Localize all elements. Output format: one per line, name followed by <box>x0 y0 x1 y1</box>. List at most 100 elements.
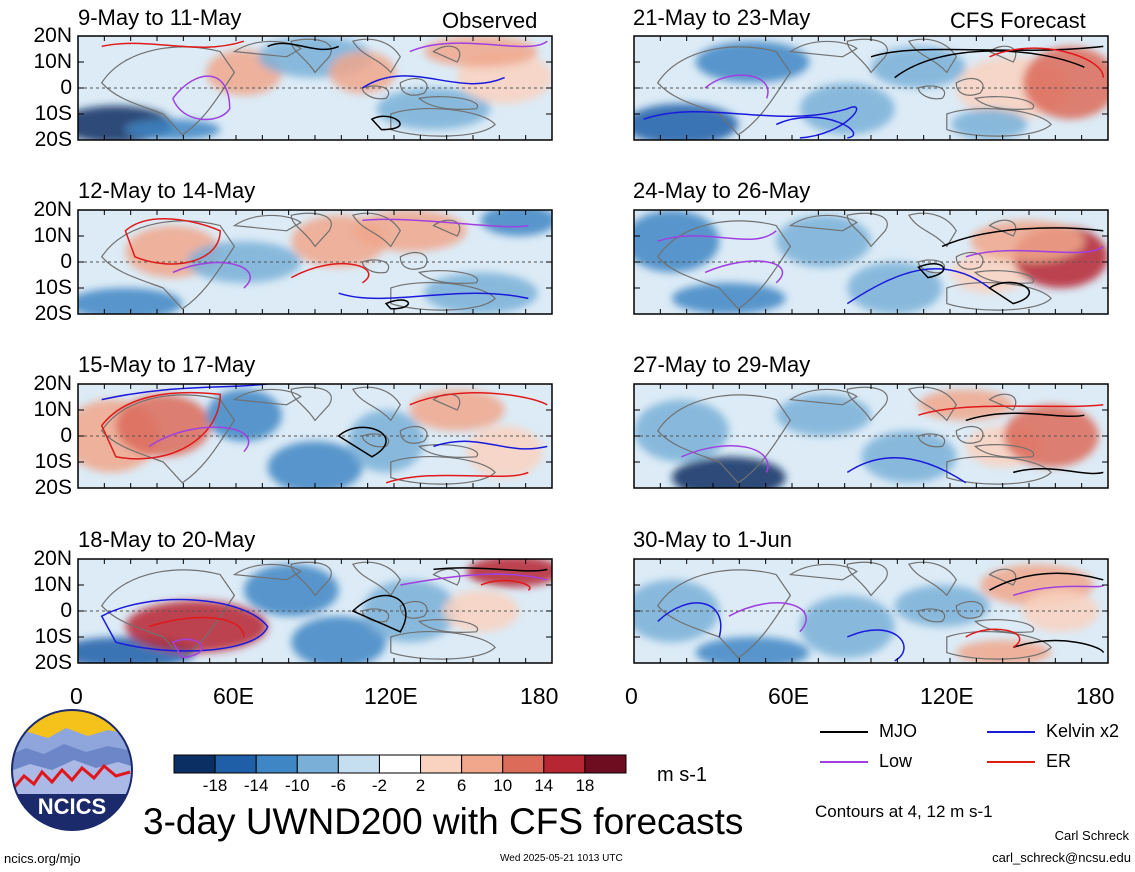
legend-label-mjo: MJO <box>879 721 917 741</box>
coastline <box>656 220 792 310</box>
coastline <box>955 425 984 444</box>
coastline <box>988 568 1017 586</box>
coastline <box>907 212 958 248</box>
coastline <box>973 96 1035 110</box>
panel-title-left-1: 9-May to 11-May <box>78 5 242 30</box>
wave-contour <box>941 227 1104 248</box>
panel-title-right-2: 24-May to 26-May <box>633 178 811 203</box>
colorbar-tick-label: 10 <box>493 776 513 795</box>
wave-contour <box>657 602 722 638</box>
wave-contour <box>172 75 231 121</box>
coastline <box>351 212 402 248</box>
wave-contour <box>965 245 1104 258</box>
coastline <box>232 388 302 406</box>
wave-contour <box>267 42 340 51</box>
wave-contour <box>681 445 769 473</box>
coastline <box>846 212 888 248</box>
timestamp: Wed 2025-05-21 1013 UTC <box>500 853 623 864</box>
latitude-label: 0 <box>60 424 72 447</box>
wind-anomaly-shading <box>291 616 387 663</box>
coastline <box>973 619 1035 633</box>
wave-contour <box>775 116 855 139</box>
coastline <box>390 630 496 660</box>
latitude-label: 10S <box>34 625 72 648</box>
wave-contour <box>362 218 529 228</box>
wind-anomaly-shading <box>861 430 957 483</box>
wave-contour <box>433 567 548 572</box>
coastline <box>390 107 496 137</box>
coastline <box>361 259 390 274</box>
colorbar-tick-label: 2 <box>415 776 426 795</box>
coastline <box>390 281 496 311</box>
wave-contour <box>172 261 251 289</box>
wind-anomaly-shading <box>918 389 1014 421</box>
coastline <box>788 388 858 406</box>
coastline <box>351 561 402 597</box>
wind-anomaly-shading <box>671 456 786 488</box>
wave-contour <box>433 440 548 450</box>
latitude-label: 10N <box>33 573 72 596</box>
wind-anomaly-shading <box>894 585 990 627</box>
coastline <box>417 444 479 458</box>
ncics-logo-text: NCICS <box>38 794 106 819</box>
wind-anomaly-shading <box>267 441 363 488</box>
latitude-label: 20S <box>34 302 72 325</box>
colorbar-swatch <box>255 754 298 774</box>
observed-label: Observed <box>442 8 538 33</box>
panel-title-right-4: 30-May to 1-Jun <box>633 527 792 552</box>
lon-label-120e-left: 120E <box>364 683 418 709</box>
coastline <box>656 569 792 659</box>
wave-contour <box>400 573 548 586</box>
coastline <box>232 563 302 581</box>
wind-anomaly-shading <box>847 262 943 314</box>
map-panel-forecast-4 <box>633 558 1109 664</box>
lon-label-0-left: 0 <box>70 683 83 709</box>
colorbar-swatch <box>378 754 422 774</box>
wave-contour <box>870 45 1104 58</box>
coastline <box>955 600 984 619</box>
wave-contour <box>171 638 203 659</box>
coastline <box>232 40 302 58</box>
colorbar-swatch <box>543 754 586 774</box>
latitude-label: 0 <box>60 250 72 273</box>
latitude-label: 10S <box>34 102 72 125</box>
colorbar-swatch <box>214 754 257 774</box>
latitude-label: 10S <box>34 276 72 299</box>
coastline <box>955 77 984 96</box>
latitude-label: 20N <box>33 24 72 47</box>
website-link[interactable]: ncics.org/mjo <box>4 851 81 866</box>
coastline <box>361 433 390 448</box>
coastline <box>907 38 958 74</box>
wave-contour <box>918 404 1104 416</box>
latitude-label: 0 <box>60 76 72 99</box>
colorbar-swatch <box>461 754 504 774</box>
wind-anomaly-shading <box>480 210 552 236</box>
colorbar-swatch <box>173 754 216 774</box>
author-email[interactable]: carl_schreck@ncsu.edu <box>992 850 1131 865</box>
coastline <box>946 630 1052 660</box>
coastline <box>907 561 958 597</box>
coastline <box>917 608 946 623</box>
coastline <box>955 251 984 270</box>
wave-contour <box>846 267 990 305</box>
coastline <box>788 40 858 58</box>
wind-anomaly-shading <box>1022 46 1108 120</box>
latitude-label: 20N <box>33 372 72 395</box>
coastline <box>290 386 332 422</box>
latitude-label: 20S <box>34 476 72 499</box>
wave-contour <box>989 572 1104 591</box>
wave-contour <box>846 457 967 484</box>
wave-contour <box>337 426 387 458</box>
coastline <box>788 214 858 232</box>
wave-contour <box>1012 584 1105 597</box>
coastline <box>432 219 461 237</box>
coastline <box>788 563 858 581</box>
latitude-label: 20N <box>33 547 72 570</box>
wind-anomaly-shading <box>424 36 538 68</box>
coastline <box>946 107 1052 137</box>
colorbar-tick-label: -2 <box>371 776 388 795</box>
colorbar-swatch <box>296 754 339 774</box>
wind-anomaly-shading <box>951 108 1028 140</box>
author-name: Carl Schreck <box>1054 828 1129 843</box>
wave-contour <box>917 262 945 279</box>
